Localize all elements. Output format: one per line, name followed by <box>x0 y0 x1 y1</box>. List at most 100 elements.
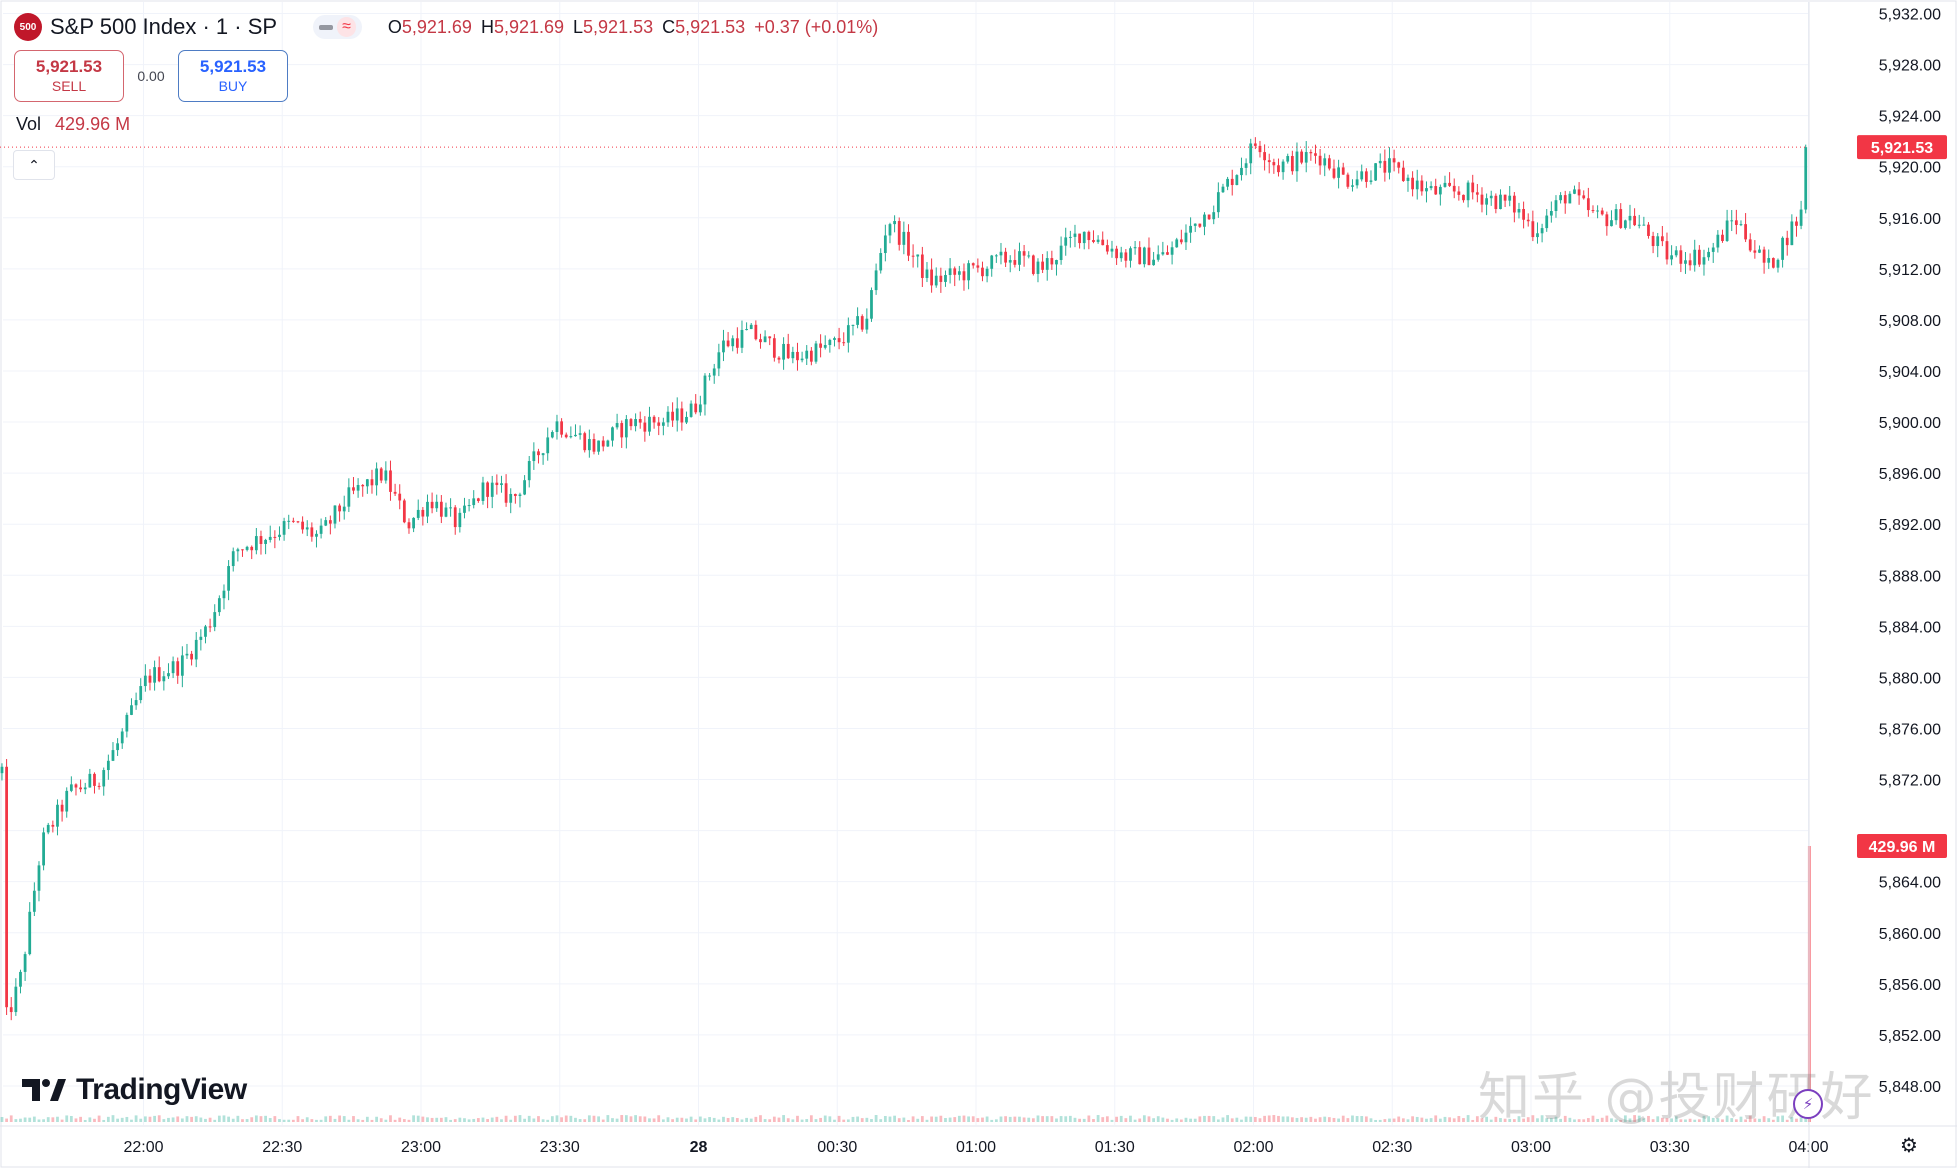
volume-bar <box>0 1117 4 1122</box>
candle-body <box>999 251 1003 256</box>
tradingview-logo[interactable]: TradingView <box>22 1073 247 1107</box>
volume-bar <box>828 1116 832 1122</box>
candle-body <box>671 411 674 421</box>
candle-body <box>1637 224 1641 226</box>
volume-bar <box>560 1117 563 1122</box>
volume-bar <box>1610 1118 1613 1122</box>
volume-bar <box>532 1118 536 1122</box>
display-toggle[interactable]: ≈ <box>313 15 362 39</box>
volume-bar <box>1790 1117 1794 1122</box>
volume-bar <box>1346 1118 1350 1122</box>
volume-bar <box>467 1119 471 1122</box>
volume-bar <box>102 1119 106 1122</box>
candle-body <box>615 423 619 428</box>
volume-bar <box>883 1116 887 1122</box>
candle-body <box>509 493 513 503</box>
approx-icon[interactable]: ≈ <box>337 17 356 37</box>
candle-body <box>523 480 526 495</box>
volume-bar <box>1656 1116 1660 1122</box>
volume-legend[interactable]: Vol 429.96 M <box>16 114 130 135</box>
candle-body <box>1734 220 1738 225</box>
lightning-icon[interactable]: ⚡ <box>1793 1089 1823 1119</box>
candle-body <box>1133 247 1137 249</box>
volume-bar <box>1267 1115 1271 1122</box>
candle-body <box>1295 151 1299 172</box>
candle-body <box>407 522 411 529</box>
volume-bar <box>254 1115 258 1122</box>
candle-body <box>578 433 582 435</box>
candle-body <box>444 507 448 517</box>
candle-body <box>698 404 702 413</box>
volume-bar <box>444 1117 448 1122</box>
gear-icon[interactable]: ⚙ <box>1900 1134 1918 1157</box>
candle-body <box>555 421 559 432</box>
close-value: 5,921.53 <box>675 16 746 37</box>
candle-body <box>777 357 781 360</box>
candle-body <box>1448 182 1451 186</box>
candle-body <box>1596 210 1599 212</box>
candle-body <box>1804 147 1808 210</box>
sell-button[interactable]: 5,921.53 SELL <box>14 50 124 102</box>
candle-body <box>740 329 744 348</box>
volume-bar <box>1591 1115 1595 1122</box>
candle-body <box>204 626 207 637</box>
volume-bar <box>1355 1116 1359 1122</box>
volume-bar <box>430 1117 434 1122</box>
volume-bar <box>611 1118 614 1122</box>
candle-body <box>1711 247 1715 252</box>
candle-body <box>162 676 166 682</box>
candle-body <box>842 342 846 344</box>
volume-bar <box>69 1115 73 1122</box>
volume-bar <box>264 1115 267 1122</box>
volume-bar <box>1027 1117 1031 1122</box>
volume-bar <box>629 1116 633 1122</box>
volume-bar <box>1531 1115 1535 1122</box>
volume-bar <box>1253 1116 1257 1122</box>
candle-body <box>1425 188 1428 192</box>
symbol-title[interactable]: S&P 500 Index · 1 · SP <box>50 14 278 39</box>
y-axis-tick-label: 5,856.00 <box>1879 977 1941 994</box>
volume-bar <box>911 1116 915 1122</box>
candle-body <box>1031 255 1035 274</box>
volume-bar <box>786 1118 790 1122</box>
volume-bar <box>1203 1115 1206 1122</box>
volume-bar <box>134 1115 138 1122</box>
candle-body <box>83 787 87 790</box>
candle-body <box>1545 215 1549 229</box>
candle-body <box>342 506 346 512</box>
volume-bar <box>833 1119 836 1122</box>
candle-body <box>1064 237 1068 246</box>
volume-bar <box>1563 1115 1567 1122</box>
candle-body <box>37 865 41 891</box>
candle-body <box>883 235 887 254</box>
volume-bar <box>315 1119 318 1122</box>
y-axis-tick-label: 5,864.00 <box>1879 875 1941 892</box>
volume-bar <box>199 1117 203 1122</box>
candle-body <box>685 416 688 423</box>
candle-body <box>1494 195 1498 210</box>
sell-label: SELL <box>51 78 87 94</box>
candle-body <box>472 498 476 506</box>
volume-bar <box>1230 1118 1234 1122</box>
candle-body <box>1152 259 1155 266</box>
volume-bar <box>1064 1116 1068 1122</box>
volume-bar <box>574 1117 577 1122</box>
candle-body <box>805 350 809 359</box>
display-toggle-pill[interactable]: ≈ <box>313 15 362 39</box>
volume-bar <box>916 1118 920 1122</box>
y-axis-tick-label: 5,880.00 <box>1879 670 1941 687</box>
collapse-legend-button[interactable]: ⌃ <box>13 150 55 180</box>
volume-bar <box>957 1115 961 1122</box>
minus-icon[interactable] <box>319 24 334 30</box>
candle-body <box>1147 247 1151 266</box>
volume-bar <box>1494 1116 1498 1122</box>
volume-bar <box>717 1119 721 1122</box>
buy-button[interactable]: 5,921.53 BUY <box>178 50 288 102</box>
volume-bar <box>971 1116 975 1122</box>
volume-bar <box>837 1115 841 1122</box>
candle-body <box>634 419 637 427</box>
volume-bar <box>139 1118 143 1122</box>
candle-body <box>796 351 799 361</box>
